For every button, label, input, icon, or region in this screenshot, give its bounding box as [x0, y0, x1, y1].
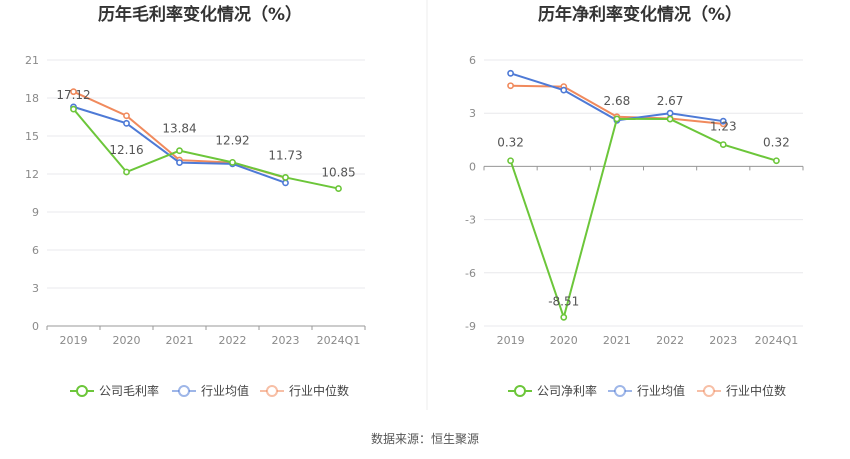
data-label: 13.84 [162, 122, 196, 136]
legend-item-avg[interactable]: 行业均值 [172, 383, 249, 398]
data-point-avg [282, 179, 289, 187]
legend-label: 公司毛利率 [99, 383, 159, 398]
x-tick-label: 2019 [497, 334, 525, 347]
data-point-company [613, 115, 621, 123]
y-tick-label: 15 [25, 130, 39, 143]
data-point-median [123, 112, 130, 120]
data-point-company [666, 115, 674, 123]
data-point-company [507, 157, 514, 165]
y-tick-label: 6 [32, 244, 39, 257]
data-point-avg [719, 117, 727, 125]
x-tick-label: 2020 [113, 334, 141, 347]
x-tick-label: 2022 [656, 334, 684, 347]
net-margin-chart: 历年净利率变化情况（%） -9 -6 -3 0 3 6 2019 2020 2021 2022 202… [465, 4, 804, 398]
gross-margin-chart: 历年毛利率变化情况（%） 0 3 6 9 12 15 18 21 2019 2020 2021 2022… [25, 4, 366, 398]
y-tick-label: 3 [32, 282, 39, 295]
x-tick-label: 2019 [60, 334, 88, 347]
legend-item-avg[interactable]: 行业均值 [608, 383, 685, 398]
data-label: 1.23 [710, 120, 737, 134]
legend-item-company[interactable]: 公司净利率 [508, 383, 597, 398]
data-point-median [70, 88, 77, 96]
data-point-company [229, 158, 236, 166]
data-label: 10.85 [321, 166, 355, 180]
y-tick-label: -3 [465, 214, 476, 227]
legend-marker [614, 385, 626, 397]
data-point-avg [123, 119, 130, 127]
x-tick-label: 2021 [166, 334, 194, 347]
y-tick-label: 0 [32, 320, 39, 333]
y-tick-label: 9 [32, 206, 39, 219]
data-point-company [70, 105, 77, 113]
data-point-company [123, 168, 130, 176]
legend-label: 行业中位数 [289, 383, 349, 398]
x-tick-label: 2023 [272, 334, 300, 347]
y-tick-label: 12 [25, 168, 39, 181]
data-label: 2.67 [657, 94, 684, 108]
data-point-avg [666, 109, 674, 117]
legend-item-median[interactable]: 行业中位数 [697, 383, 786, 398]
legend-item-company[interactable]: 公司毛利率 [70, 383, 159, 398]
legend-label: 行业均值 [637, 383, 685, 398]
legend-label: 公司净利率 [537, 383, 597, 398]
data-source-note: 数据来源：恒生聚源 [371, 431, 479, 446]
x-tick-label: 2021 [603, 334, 631, 347]
series-line-avg [73, 105, 286, 184]
data-point-company [176, 147, 183, 155]
legend-marker [76, 385, 88, 397]
legend-label: 行业均值 [201, 383, 249, 398]
data-label: 12.92 [215, 133, 249, 147]
legend-label: 行业中位数 [726, 383, 786, 398]
series-line-company [72, 108, 339, 190]
legend-item-median[interactable]: 行业中位数 [260, 383, 349, 398]
data-point-company [282, 174, 289, 181]
data-point-company [560, 313, 568, 321]
data-label: 11.73 [268, 148, 302, 162]
data-point-company [335, 185, 342, 192]
data-label: 17.12 [56, 88, 90, 102]
data-point-avg [176, 159, 183, 166]
legend-marker [514, 385, 526, 397]
data-point-avg [507, 69, 514, 77]
x-tick-label: 2024Q1 [317, 334, 361, 347]
chart-title: 历年毛利率变化情况（%） [98, 4, 302, 25]
x-tick-label: 2020 [550, 334, 578, 347]
y-tick-label: -6 [465, 267, 476, 280]
data-point-median [507, 82, 514, 90]
y-tick-label: 3 [469, 107, 476, 120]
chart-title: 历年净利率变化情况（%） [538, 4, 742, 25]
data-label: 12.16 [109, 143, 143, 157]
data-point-company [719, 141, 727, 148]
x-tick-label: 2024Q1 [755, 334, 799, 347]
y-tick-label: 21 [25, 54, 39, 67]
legend-marker [266, 385, 278, 397]
y-tick-label: -9 [465, 320, 476, 333]
data-label: 0.32 [763, 136, 790, 150]
data-label: 2.68 [604, 94, 631, 108]
legend-marker [178, 385, 190, 397]
y-tick-label: 6 [469, 54, 476, 67]
data-label: 0.32 [497, 136, 524, 150]
data-label: -8.51 [548, 294, 579, 308]
data-point-avg [560, 86, 568, 94]
y-tick-label: 0 [469, 160, 476, 173]
y-tick-label: 18 [25, 92, 39, 105]
legend-marker [703, 385, 715, 397]
x-tick-label: 2023 [709, 334, 737, 347]
data-point-company [773, 157, 780, 165]
series-line-company [509, 117, 777, 321]
x-tick-label: 2022 [219, 334, 247, 347]
